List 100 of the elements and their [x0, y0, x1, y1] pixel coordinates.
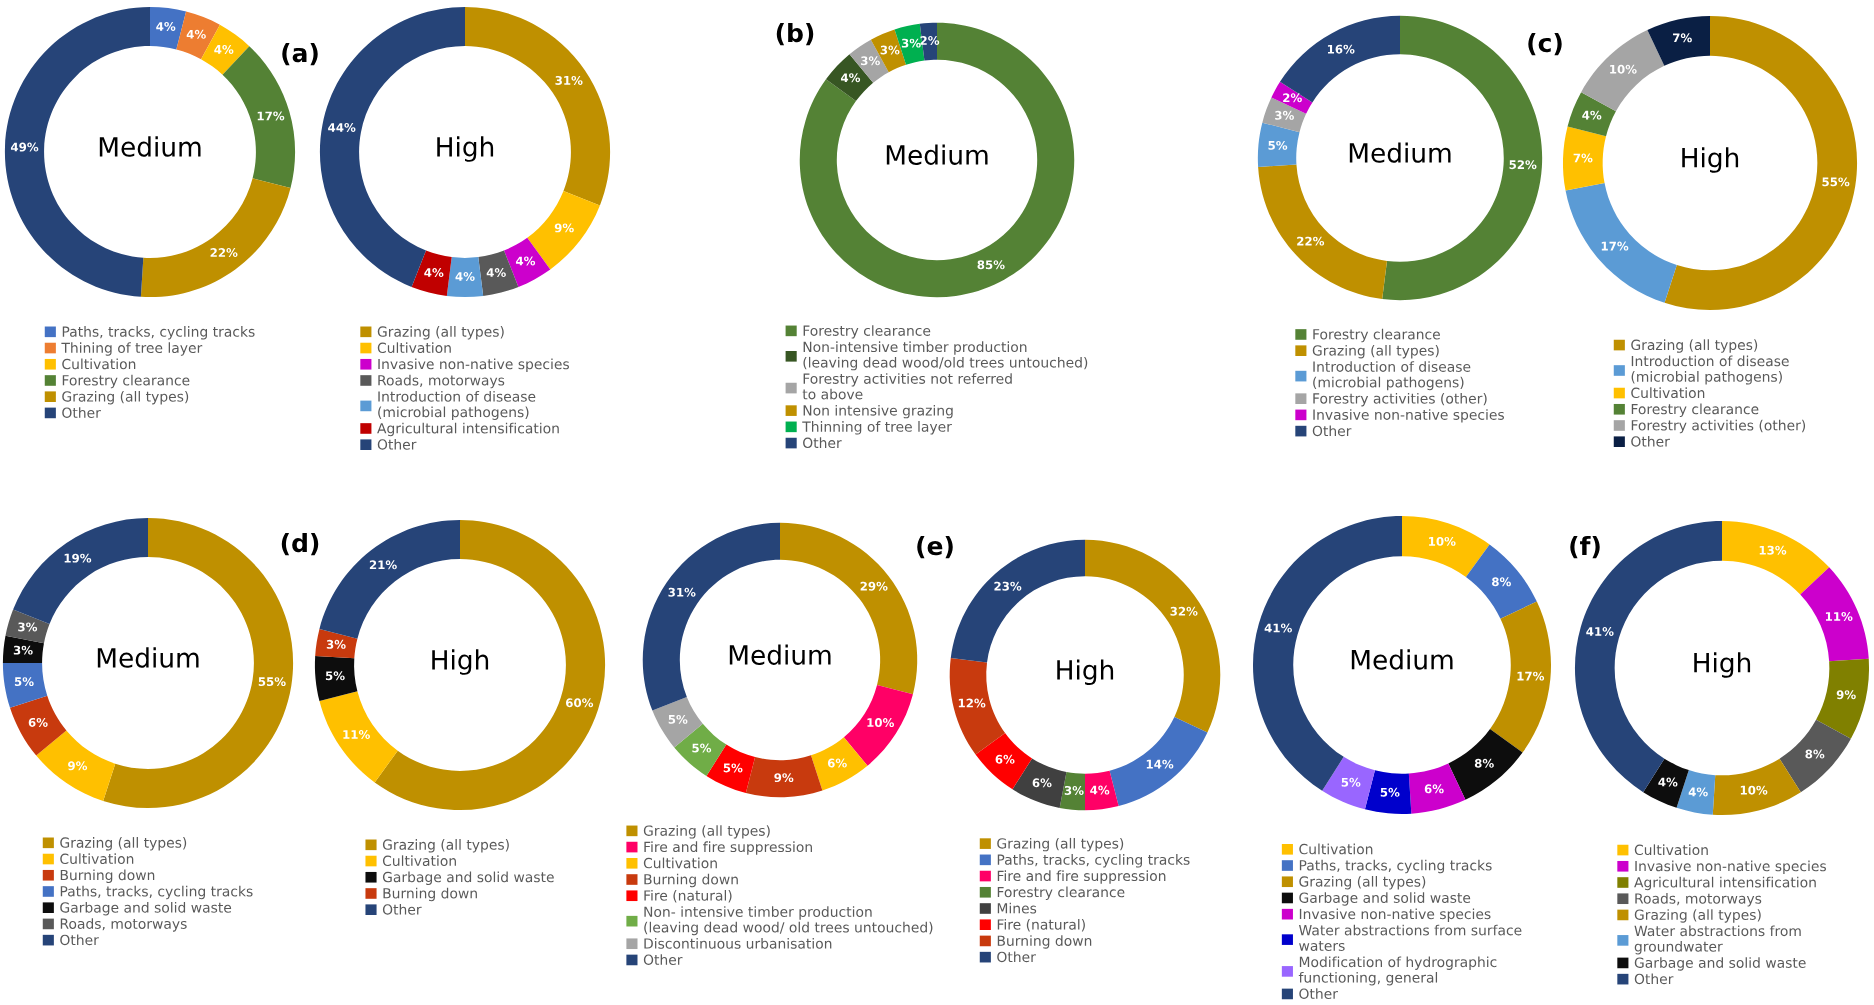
data-label: 3% [1275, 110, 1294, 120]
text: High [437, 136, 494, 162]
donut-slice [1258, 164, 1387, 300]
legend-label: Grazing (all types) [60, 837, 187, 851]
text: Medium [1349, 142, 1451, 163]
data-label: 9% [68, 761, 88, 771]
legend-label: Cultivation [1631, 387, 1705, 399]
legend-label: Other [377, 438, 417, 450]
legend-label: Other [803, 437, 842, 449]
legend-label: Forestry activities (other) [1313, 392, 1487, 407]
text: Medium [97, 647, 199, 668]
data-label: 49% [10, 142, 39, 152]
legend-label: Burning down [60, 869, 155, 883]
legend-label: Thining of tree layer [61, 342, 203, 356]
text: Medium [99, 136, 201, 157]
data-label: 5% [14, 677, 34, 687]
data-label: 17% [257, 111, 285, 121]
legend-label: Paths, tracks, cycling tracks [997, 854, 1190, 868]
data-label: 9% [1836, 690, 1856, 700]
legend-label: Other [1634, 973, 1674, 985]
donut-slice [975, 733, 1033, 790]
data-label: 17% [1517, 671, 1545, 681]
legend-label: Roads, motorways [60, 918, 187, 932]
text: Medium [729, 644, 831, 665]
legend-label: Grazing (all types) [1631, 339, 1758, 353]
text: High [1057, 659, 1114, 686]
data-label: 22% [1297, 236, 1325, 246]
data-label: 3% [326, 639, 346, 649]
text: Medium [886, 144, 988, 165]
data-label: 4% [455, 272, 475, 281]
donut-slice [319, 519, 460, 639]
legend-label: Forestry clearance [1631, 403, 1759, 417]
legend-label: Agricultural intensification [377, 422, 559, 437]
legend-label: Cultivation [377, 342, 451, 354]
text: High [1694, 652, 1751, 678]
data-label: 3% [861, 56, 880, 66]
data-label: 31% [668, 587, 696, 597]
legend-label: Discontinuous urbanisation [644, 938, 832, 949]
data-label: 85% [977, 260, 1005, 270]
legend-label: Grazing (all types) [997, 837, 1124, 852]
legend-label: Grazing (all types) [382, 839, 509, 853]
legend-label: Paths, tracks, cycling tracks [60, 885, 253, 900]
donut-slice [1565, 183, 1677, 303]
donut-slice [319, 691, 398, 783]
data-label: 55% [1822, 177, 1850, 187]
data-label: 13% [1759, 545, 1787, 555]
donut-slice [1364, 770, 1412, 815]
legend-label: Forestry activities not referred to above [802, 373, 1012, 400]
data-label: 4% [1688, 787, 1708, 797]
text: High [432, 649, 489, 675]
data-label: 6% [995, 754, 1015, 764]
text: (f) [1570, 535, 1600, 559]
data-label: 5% [668, 714, 688, 724]
data-label: 10% [1740, 785, 1768, 795]
data-label: 23% [994, 581, 1022, 591]
legend-label: Cultivation [60, 853, 134, 865]
legend-label: Grazing (all types) [62, 390, 189, 405]
legend-label: Forestry clearance [62, 374, 190, 389]
data-label: 11% [343, 730, 370, 739]
donut-slice [1085, 770, 1119, 811]
data-label: 8% [1805, 749, 1825, 759]
data-label: 11% [1825, 611, 1853, 621]
donut-slice [1567, 92, 1616, 137]
legend-label: Cultivation [62, 358, 136, 370]
donut-slice [314, 655, 358, 702]
donut-slice [1664, 15, 1858, 311]
data-label: 29% [860, 581, 888, 591]
legend-label: Garbage and solid waste [60, 901, 232, 916]
legend-label: Garbage and solid waste [1634, 957, 1806, 971]
data-label: 3% [1064, 786, 1084, 795]
legend-label: Grazing (all types) [1312, 344, 1439, 359]
text: (c) [1528, 32, 1562, 56]
data-label: 4% [840, 73, 861, 83]
donut-slice [1448, 728, 1523, 800]
text: (a) [282, 42, 318, 66]
data-label: 52% [1509, 160, 1537, 170]
data-label: 31% [555, 75, 583, 85]
donut-slice [1779, 719, 1851, 793]
legend-label: Burning down [644, 873, 738, 888]
donut-slice [10, 695, 67, 756]
data-label: 44% [328, 122, 356, 132]
donut-slice [1322, 756, 1375, 810]
data-label: 10% [1610, 64, 1637, 74]
legend-label: Forestry clearance [803, 325, 931, 339]
donut-slice [315, 628, 358, 659]
data-label: 8% [1474, 758, 1494, 768]
donut-slice [1402, 515, 1490, 577]
legend-label: Thinning of tree layer [802, 421, 952, 435]
data-label: 19% [64, 553, 92, 563]
data-label: 6% [28, 717, 48, 727]
data-label: 41% [1586, 627, 1614, 636]
donut-slice [150, 6, 187, 50]
legend-label: Non-intensive timber production (leaving dead wood/old trees untouched) [803, 341, 1088, 371]
legend-label: Other [997, 951, 1036, 963]
donut-slice [1581, 29, 1665, 112]
legend-label: Other [643, 954, 683, 965]
legend-label: Agricultural intensification [1634, 876, 1816, 891]
data-label: 6% [827, 758, 847, 768]
donut-slice [5, 609, 50, 644]
legend-label: Paths, tracks, cycling tracks [1299, 859, 1492, 874]
